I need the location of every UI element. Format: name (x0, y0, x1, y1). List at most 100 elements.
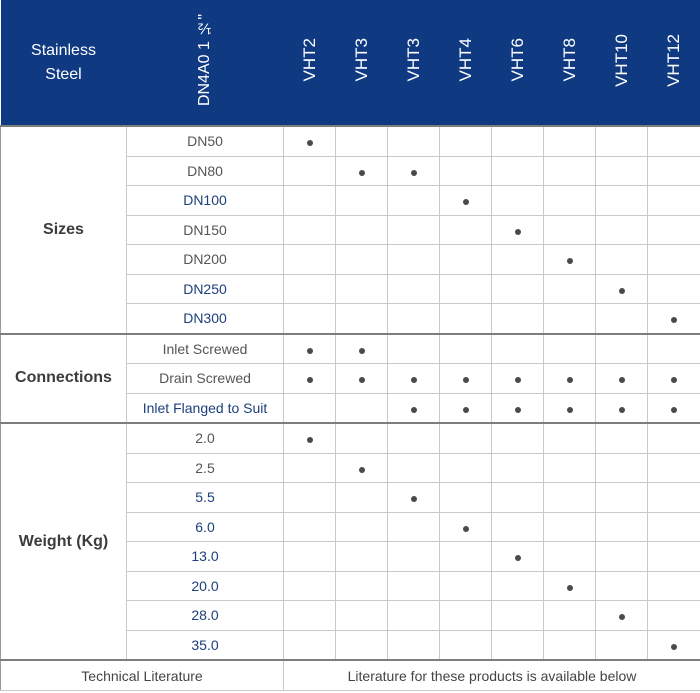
mark-cell (335, 332, 388, 364)
model-header: VHT8 (543, 0, 596, 126)
mark-cell (647, 392, 700, 424)
mark-cell (283, 273, 336, 304)
mark-cell (283, 511, 336, 542)
mark-cell (491, 422, 544, 454)
mark-cell (387, 392, 440, 424)
bullet-dot-icon (514, 377, 521, 384)
bullet-dot-icon (514, 555, 521, 562)
bullet-dot-icon (514, 228, 521, 235)
model-label: VHT6 (507, 38, 527, 82)
mark-cell (647, 452, 700, 483)
mark-cell (595, 185, 648, 216)
mark-cell (283, 244, 336, 275)
mark-cell (439, 214, 492, 245)
mark-cell (283, 155, 336, 186)
mark-cell (283, 422, 336, 454)
row-label: DN80 (126, 155, 284, 186)
mark-cell (491, 600, 544, 631)
mark-cell (595, 629, 648, 661)
bullet-dot-icon (306, 377, 313, 384)
mark-cell (491, 185, 544, 216)
row-label: 6.0 (126, 511, 284, 542)
bullet-dot-icon (358, 466, 365, 473)
bullet-dot-icon (358, 169, 365, 176)
bullet-dot-icon (306, 140, 313, 147)
bullet-dot-icon (618, 614, 625, 621)
mark-cell (283, 452, 336, 483)
row-label: Inlet Flanged to Suit (126, 392, 284, 424)
mark-cell (335, 185, 388, 216)
mark-cell (439, 155, 492, 186)
table-row: 5.5 (1, 482, 700, 513)
mark-cell (387, 511, 440, 542)
mark-cell (283, 332, 336, 364)
header-row: Stainless Steel DN4A0 1 ½" VHT2 VHT3 VHT3 V… (0, 0, 700, 126)
model-header: VHT12 (647, 0, 700, 126)
mark-cell (283, 600, 336, 631)
table-row: 20.0 (1, 570, 700, 601)
mark-cell (491, 332, 544, 364)
mark-cell (595, 541, 648, 572)
mark-cell (439, 452, 492, 483)
bullet-dot-icon (462, 406, 469, 413)
mark-cell (335, 629, 388, 661)
bullet-dot-icon (566, 584, 573, 591)
model-label: VHT4 (455, 38, 475, 82)
mark-cell (595, 452, 648, 483)
mark-cell (491, 363, 544, 394)
mark-cell (387, 125, 440, 157)
row-label: DN300 (126, 303, 284, 334)
mark-cell (595, 570, 648, 601)
mark-cell (335, 570, 388, 601)
mark-cell (647, 600, 700, 631)
model-label: VHT12 (664, 33, 683, 87)
row-label: Inlet Screwed (126, 332, 284, 364)
mark-cell (595, 155, 648, 186)
mark-cell (491, 303, 544, 334)
mark-cell (595, 273, 648, 304)
model-header: VHT2 (283, 0, 336, 126)
table-header: Stainless Steel DN4A0 1 ½" VHT2 VHT3 VHT3 V… (0, 0, 700, 126)
table-row: DN300 (1, 303, 700, 334)
bullet-dot-icon (462, 377, 469, 384)
mark-cell (543, 511, 596, 542)
mark-cell (283, 570, 336, 601)
row-label: 2.0 (126, 422, 284, 454)
mark-cell (335, 363, 388, 394)
mark-cell (387, 332, 440, 364)
bullet-dot-icon (410, 406, 417, 413)
table-row: Connections Inlet Screwed (0, 332, 700, 424)
mark-cell (543, 363, 596, 394)
bullet-dot-icon (462, 525, 469, 532)
table-row: DN250 (1, 273, 700, 304)
mark-cell (491, 511, 544, 542)
mark-cell (387, 273, 440, 304)
mark-cell (543, 155, 596, 186)
mark-cell (387, 600, 440, 631)
mark-cell (387, 422, 440, 454)
table-row: Weight (Kg) 2.0 (0, 422, 700, 661)
mark-cell (335, 392, 388, 424)
mark-cell (283, 185, 336, 216)
size-column-header: DN4A0 1 ½" (126, 0, 284, 126)
category-label: Sizes (0, 125, 127, 334)
mark-cell (491, 214, 544, 245)
mark-cell (335, 214, 388, 245)
model-label: VHT8 (559, 38, 579, 82)
row-label: DN100 (126, 185, 284, 216)
mark-cell (543, 541, 596, 572)
mark-cell (647, 244, 700, 275)
row-label: DN50 (126, 125, 284, 157)
footer-label: Technical Literature (0, 659, 284, 691)
bullet-dot-icon (566, 258, 573, 265)
mark-cell (595, 303, 648, 334)
mark-cell (283, 392, 336, 424)
table-row: 6.0 (1, 511, 700, 542)
footer-text: Literature for these products is availab… (283, 659, 700, 691)
mark-cell (595, 244, 648, 275)
mark-cell (491, 273, 544, 304)
mark-cell (647, 422, 700, 454)
mark-cell (595, 332, 648, 364)
mark-cell (543, 214, 596, 245)
mark-cell (543, 452, 596, 483)
